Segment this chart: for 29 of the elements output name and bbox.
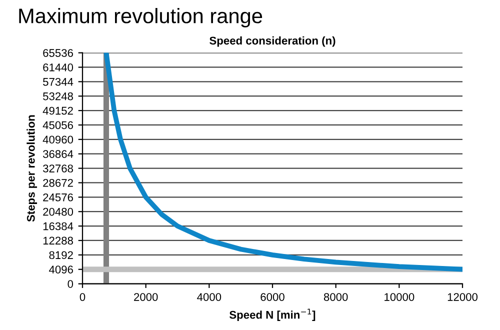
y-tick-label: 8192: [49, 251, 73, 260]
x-tick-label: 8000: [324, 293, 348, 301]
y-axis-title: Steps per revolution: [26, 115, 38, 222]
y-tick-label: 53248: [43, 92, 73, 100]
y-tick-label: 28672: [43, 179, 73, 187]
y-tick-label: 12288: [43, 236, 73, 245]
y-tick-label: 0: [68, 280, 74, 288]
x-tick-label: 12000: [448, 293, 478, 301]
y-tick-label: 16384: [43, 222, 74, 230]
x-tick-label: 4000: [197, 293, 222, 301]
y-tick-label: 61440: [43, 64, 74, 72]
chart-title: Maximum revolution range: [19, 8, 262, 28]
line-series: [104, 52, 462, 272]
y-tick-label: 65536: [43, 49, 73, 57]
x-axis-title: Speed N [min$^{−1}$]: [229, 308, 316, 321]
x-tick-label: 0: [80, 293, 86, 301]
x-tick-label: 6000: [260, 293, 284, 301]
y-tick-label: 40960: [42, 136, 74, 144]
y-tick-label: 20480: [43, 208, 74, 216]
y-tick-label: 45056: [42, 121, 73, 130]
y-tick-label: 49152: [42, 106, 73, 115]
y-tick-label: 57344: [43, 78, 74, 86]
y-tick-label: 24576: [43, 193, 73, 202]
y-tick-label: 32768: [43, 164, 73, 172]
y-tick-label: 4096: [49, 266, 73, 274]
x-tick-label: 2000: [134, 293, 158, 301]
y-tick-label: 36864: [43, 150, 74, 158]
x-tick-label: 10000: [384, 293, 414, 301]
chart-subtitle: Speed consideration (n): [210, 36, 336, 47]
